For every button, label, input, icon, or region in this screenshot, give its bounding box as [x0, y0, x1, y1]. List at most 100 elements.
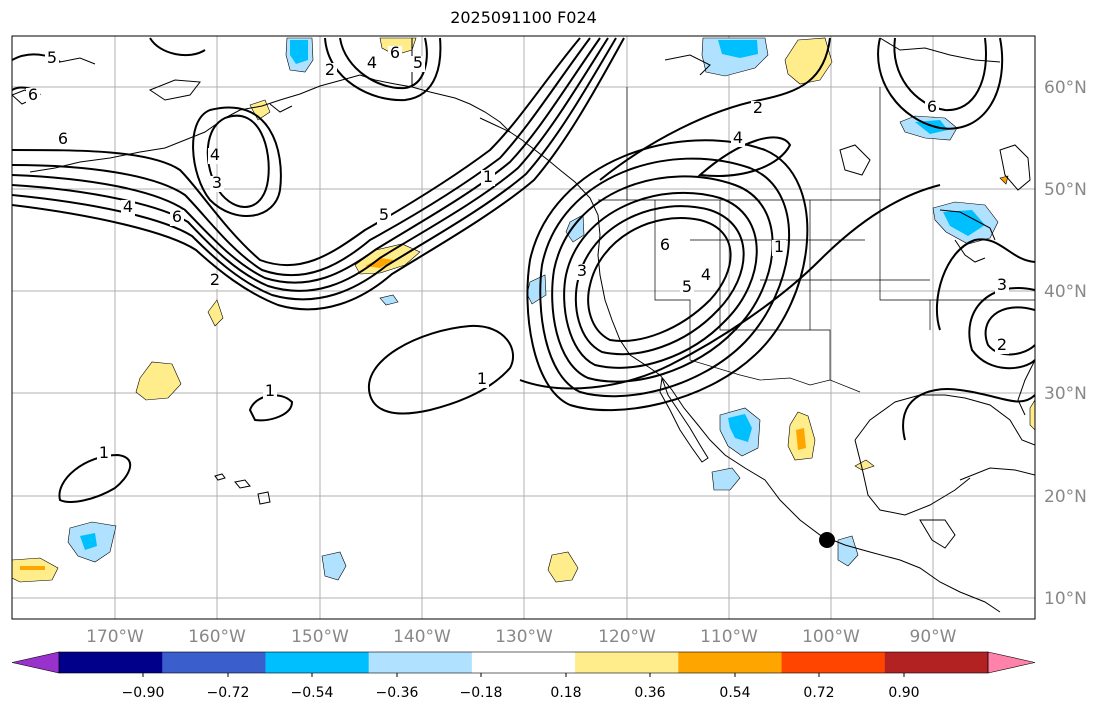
contour-label: 2 [325, 60, 335, 79]
colorbar-tick-label: −0.36 [376, 685, 419, 701]
contour-label-bg [210, 176, 224, 192]
lat-label: 10°N [1044, 589, 1087, 609]
contour-label-bg [731, 131, 745, 147]
colorbar-tick-label: 0.36 [634, 685, 665, 701]
colorbar-segment [59, 652, 163, 673]
contour-label-bg [97, 446, 111, 462]
contour-label-bg [56, 132, 70, 148]
contour-label: 5 [682, 277, 692, 296]
contour-label: 4 [701, 265, 711, 284]
contour-label-bg [26, 88, 40, 104]
lon-label: 170°W [86, 627, 144, 647]
contour-label: 6 [927, 97, 937, 116]
lat-label: 20°N [1044, 487, 1087, 507]
contour-label: 3 [212, 173, 222, 192]
lon-label: 140°W [393, 627, 451, 647]
contour-label: 2 [997, 335, 1007, 354]
contour-label-bg [658, 238, 672, 254]
lon-label: 130°W [495, 627, 553, 647]
contour-label: 6 [58, 129, 68, 148]
lon-label: 90°W [910, 627, 957, 647]
contour-label: 2 [210, 270, 220, 289]
contour-label: 6 [390, 43, 400, 62]
contour-label-bg [388, 46, 402, 62]
map-title: 2025091100 F024 [450, 8, 597, 27]
contour-label: 6 [28, 85, 38, 104]
lon-label: 110°W [700, 627, 758, 647]
colorbar-segment [781, 652, 886, 673]
colorbar-tick-label: 0.54 [719, 685, 750, 701]
lat-label: 40°N [1044, 282, 1087, 302]
contour-label-bg [699, 268, 713, 284]
contour-label: 5 [413, 53, 423, 72]
anomaly-fills [12, 37, 1035, 583]
contour-label-bg [121, 200, 135, 216]
colorbar-tick-label: −0.54 [291, 685, 334, 701]
contour-label-bg [751, 101, 765, 117]
contour-label-bg [208, 148, 222, 164]
contour-label-bg [208, 273, 222, 289]
lat-label: 60°N [1044, 78, 1087, 98]
contour-label-bg [365, 56, 379, 72]
colorbar-segment [884, 652, 989, 673]
contour-label-bg [263, 384, 277, 400]
colorbar-tick-label: −0.72 [207, 685, 250, 701]
longitude-labels: 170°W 160°W 150°W 140°W 130°W 120°W 110°… [86, 627, 957, 647]
contour-label-bg [170, 210, 184, 226]
storm-center-marker [819, 532, 835, 548]
colorbar-extend-high [987, 651, 1036, 674]
contour-label-bg [475, 372, 489, 388]
contour-label-bg [680, 280, 694, 296]
colorbar-outline [58, 651, 989, 674]
contour-label: 4 [733, 128, 743, 147]
colorbar-segment [678, 652, 783, 673]
lat-label: 50°N [1044, 180, 1087, 200]
colorbar-segment [575, 652, 679, 673]
graticule [12, 36, 1035, 619]
lon-label: 120°W [598, 627, 656, 647]
contour-label-bg [995, 338, 1009, 354]
colorbar-ticks: −0.90 −0.72 −0.54 −0.36 −0.18 0.18 0.36 … [122, 685, 920, 701]
contour-label-bg [481, 170, 495, 186]
colorbar-tick-label: 0.72 [803, 685, 834, 701]
lat-label: 30°N [1044, 384, 1087, 404]
contour-label-bg [772, 240, 786, 256]
contour-label: 3 [577, 261, 587, 280]
plot-border [11, 35, 1036, 620]
contour-label-bg [377, 208, 391, 224]
contour-label: 5 [379, 205, 389, 224]
colorbar-tick-label: −0.18 [460, 685, 503, 701]
contour-label: 1 [265, 381, 275, 400]
contour-label-bg [323, 63, 337, 79]
colorbar-segment [471, 652, 576, 673]
colorbar-segment [265, 652, 370, 673]
contour-label: 1 [483, 167, 493, 186]
contour-label-bg [575, 264, 589, 280]
contour-label-bg [995, 278, 1009, 294]
colorbar-tick-label: −0.90 [122, 685, 165, 701]
contour-label: 1 [774, 237, 784, 256]
contour-label: 4 [210, 145, 220, 164]
contour-label-bg [45, 51, 59, 67]
latitude-labels: 60°N 50°N 40°N 30°N 20°N 10°N [1044, 78, 1087, 609]
colorbar-segment [162, 652, 266, 673]
contour-label: 1 [99, 443, 109, 462]
colorbar-segment [368, 652, 473, 673]
colorbar-tick-label: 0.90 [888, 685, 919, 701]
contour-label: 3 [997, 275, 1007, 294]
contour-label: 6 [172, 207, 182, 226]
contour-label: 6 [660, 235, 670, 254]
contour-label: 4 [367, 53, 377, 72]
contour-label: 5 [47, 48, 57, 67]
lon-label: 160°W [188, 627, 246, 647]
colorbar-extend-low [11, 651, 60, 674]
contour-label: 2 [753, 98, 763, 117]
contour-label: 1 [477, 369, 487, 388]
contour-label-bg [411, 56, 425, 72]
contour-label: 4 [123, 197, 133, 216]
lon-label: 150°W [291, 627, 349, 647]
colorbar [11, 651, 1036, 677]
contour-label-bg [925, 100, 939, 116]
